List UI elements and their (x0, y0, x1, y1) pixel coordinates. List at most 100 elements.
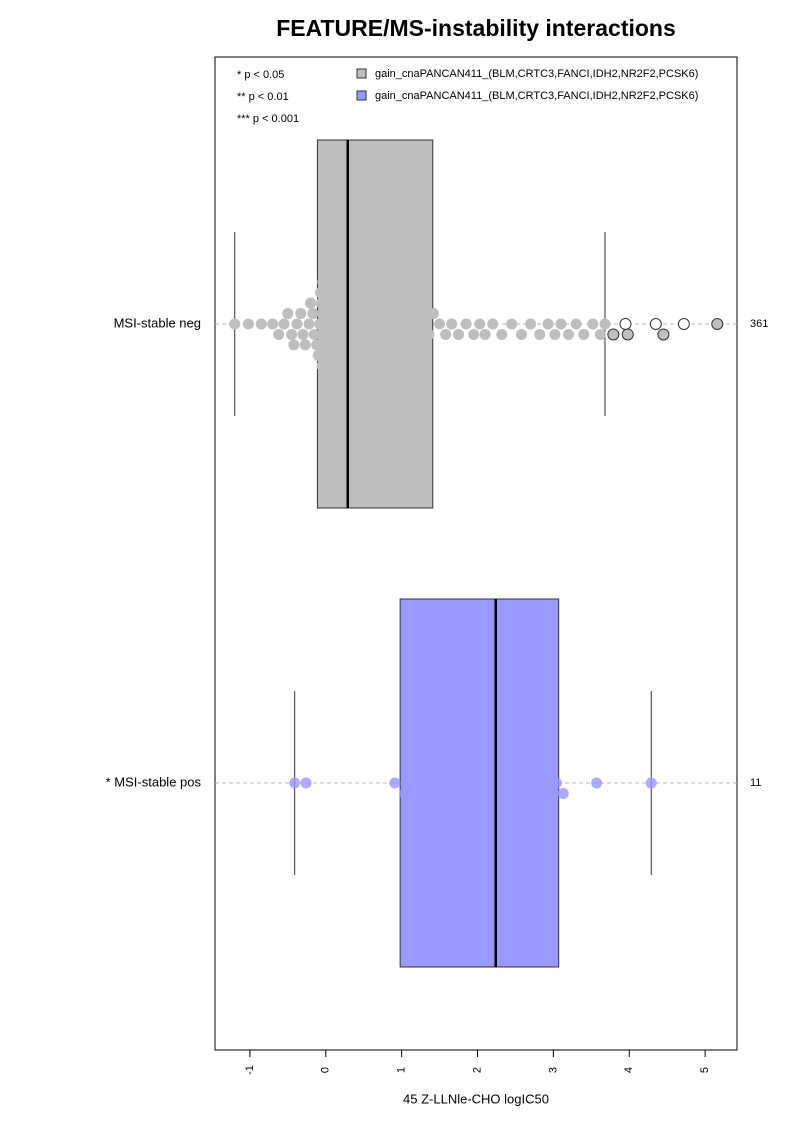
x-axis-label: 45 Z-LLNle-CHO logIC50 (403, 1091, 549, 1106)
data-point (594, 328, 606, 340)
data-point (555, 318, 567, 330)
data-point (591, 777, 603, 789)
data-point (355, 339, 367, 351)
data-point (549, 328, 561, 340)
y-tick-label: MSI-stable neg (114, 315, 201, 330)
data-point (370, 318, 382, 330)
data-point (411, 328, 423, 340)
data-point (459, 777, 471, 789)
data-point (453, 328, 465, 340)
data-point (399, 787, 411, 799)
data-point (318, 370, 330, 382)
data-point (428, 308, 440, 320)
data-point (388, 328, 400, 340)
data-point (407, 318, 419, 330)
data-point (333, 349, 345, 361)
data-point (382, 318, 394, 330)
data-point (286, 328, 298, 340)
count-label: 11 (750, 777, 761, 789)
data-point (358, 318, 370, 330)
data-point (229, 318, 241, 330)
data-point (362, 308, 374, 320)
outlier-point (711, 318, 724, 330)
legend-swatch (356, 68, 367, 79)
data-point (525, 318, 537, 330)
data-point (336, 297, 348, 309)
chart-title: FEATURE/MS-instability interactions (276, 15, 676, 41)
x-tick-label: 0 (320, 1067, 332, 1073)
data-point (496, 328, 508, 340)
data-point (324, 318, 336, 330)
x-tick-label: -1 (244, 1065, 256, 1075)
data-point (316, 360, 328, 372)
data-point (350, 308, 362, 320)
data-point (242, 318, 254, 330)
data-point (329, 308, 341, 320)
data-point (295, 308, 307, 320)
data-point (317, 276, 329, 288)
data-point (474, 318, 486, 330)
legend-label: gain_cnaPANCAN411_(BLM,CRTC3,FANCI,IDH2,… (375, 68, 698, 80)
y-tick-label: * MSI-stable pos (106, 774, 202, 789)
data-point (440, 328, 452, 340)
data-point (289, 777, 301, 789)
data-point (308, 328, 320, 340)
data-point (557, 787, 569, 799)
data-point (321, 339, 333, 351)
data-point (418, 318, 430, 330)
data-point (255, 318, 267, 330)
data-point (273, 328, 285, 340)
legend-swatch (356, 90, 367, 101)
data-point (506, 318, 518, 330)
data-point (434, 318, 446, 330)
x-tick-label: 1 (396, 1067, 408, 1073)
data-point (360, 297, 372, 309)
data-point (327, 287, 339, 299)
data-point (300, 777, 312, 789)
data-point (305, 297, 317, 309)
data-point (570, 318, 582, 330)
data-point (326, 297, 338, 309)
data-point (423, 328, 435, 340)
outlier-point (677, 318, 690, 330)
data-point (335, 318, 347, 330)
data-point (340, 308, 351, 320)
data-point (319, 328, 331, 340)
x-tick-label: 4 (623, 1067, 635, 1073)
data-point (297, 328, 309, 340)
data-point (542, 318, 554, 330)
data-point (385, 308, 397, 320)
data-point (315, 297, 327, 309)
data-point (578, 328, 590, 340)
data-point (563, 328, 575, 340)
data-point (550, 777, 562, 789)
data-point (534, 328, 546, 340)
data-point (312, 349, 324, 361)
data-point (299, 339, 311, 351)
annotation: * p < 0.05 (237, 69, 284, 81)
data-point (311, 339, 323, 351)
data-point (332, 339, 344, 351)
data-point (365, 328, 377, 340)
data-point (282, 308, 294, 320)
data-point (400, 328, 412, 340)
data-point (394, 318, 406, 330)
data-point (446, 318, 458, 330)
outlier-point (657, 328, 670, 341)
data-point (288, 339, 300, 351)
data-point (389, 777, 401, 789)
data-point (587, 318, 599, 330)
data-point (403, 339, 415, 351)
data-point (415, 308, 427, 320)
x-tick-label: 2 (471, 1067, 483, 1073)
outlier-point (649, 318, 662, 330)
data-point (599, 318, 611, 330)
data-point (317, 308, 329, 320)
x-tick-label: 5 (699, 1067, 711, 1073)
box (399, 598, 560, 968)
outlier-point (619, 318, 632, 330)
data-point (368, 339, 380, 351)
data-point (516, 328, 528, 340)
data-point (373, 308, 385, 320)
